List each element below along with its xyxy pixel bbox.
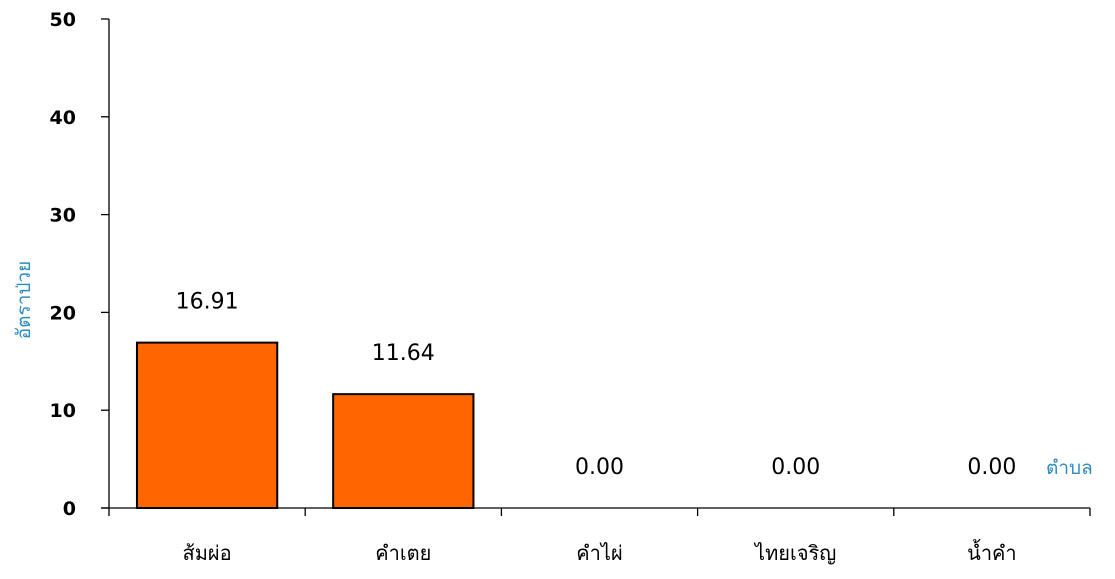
bars — [135, 341, 475, 510]
data-label: 0.00 — [967, 455, 1016, 480]
y-tick-label: 10 — [50, 400, 76, 422]
y-tick-label: 20 — [50, 302, 76, 324]
x-tick-label: คำไผ่ — [576, 541, 622, 565]
x-tick-label: น้ำคำ — [967, 539, 1017, 565]
data-label: 0.00 — [575, 455, 624, 480]
y-tick-label: 0 — [63, 498, 76, 520]
data-labels: 16.91 11.64 0.00 0.00 0.00 — [176, 290, 1017, 480]
x-axis-ticks — [108, 508, 1091, 516]
y-tick-label: 40 — [50, 107, 76, 129]
y-tick-label: 30 — [50, 205, 76, 227]
bar — [332, 393, 475, 509]
data-label: 0.00 — [771, 455, 820, 480]
y-axis-ticks: 0 10 20 30 40 50 — [50, 9, 109, 520]
data-label: 11.64 — [372, 341, 435, 366]
bar — [135, 341, 279, 510]
x-tick-label: คำเตย — [375, 541, 431, 565]
y-tick-label: 50 — [50, 9, 76, 31]
y-axis-title: อัตราป่วย — [13, 261, 35, 340]
x-axis-tick-labels: ส้มผ่อ คำเตย คำไผ่ ไทยเจริญ น้ำคำ — [183, 539, 1017, 565]
data-label: 16.91 — [176, 290, 239, 315]
x-tick-label: ไทยเจริญ — [753, 541, 836, 565]
x-tick-label: ส้มผ่อ — [183, 541, 232, 565]
x-axis-title: ตำบล — [1046, 457, 1093, 479]
